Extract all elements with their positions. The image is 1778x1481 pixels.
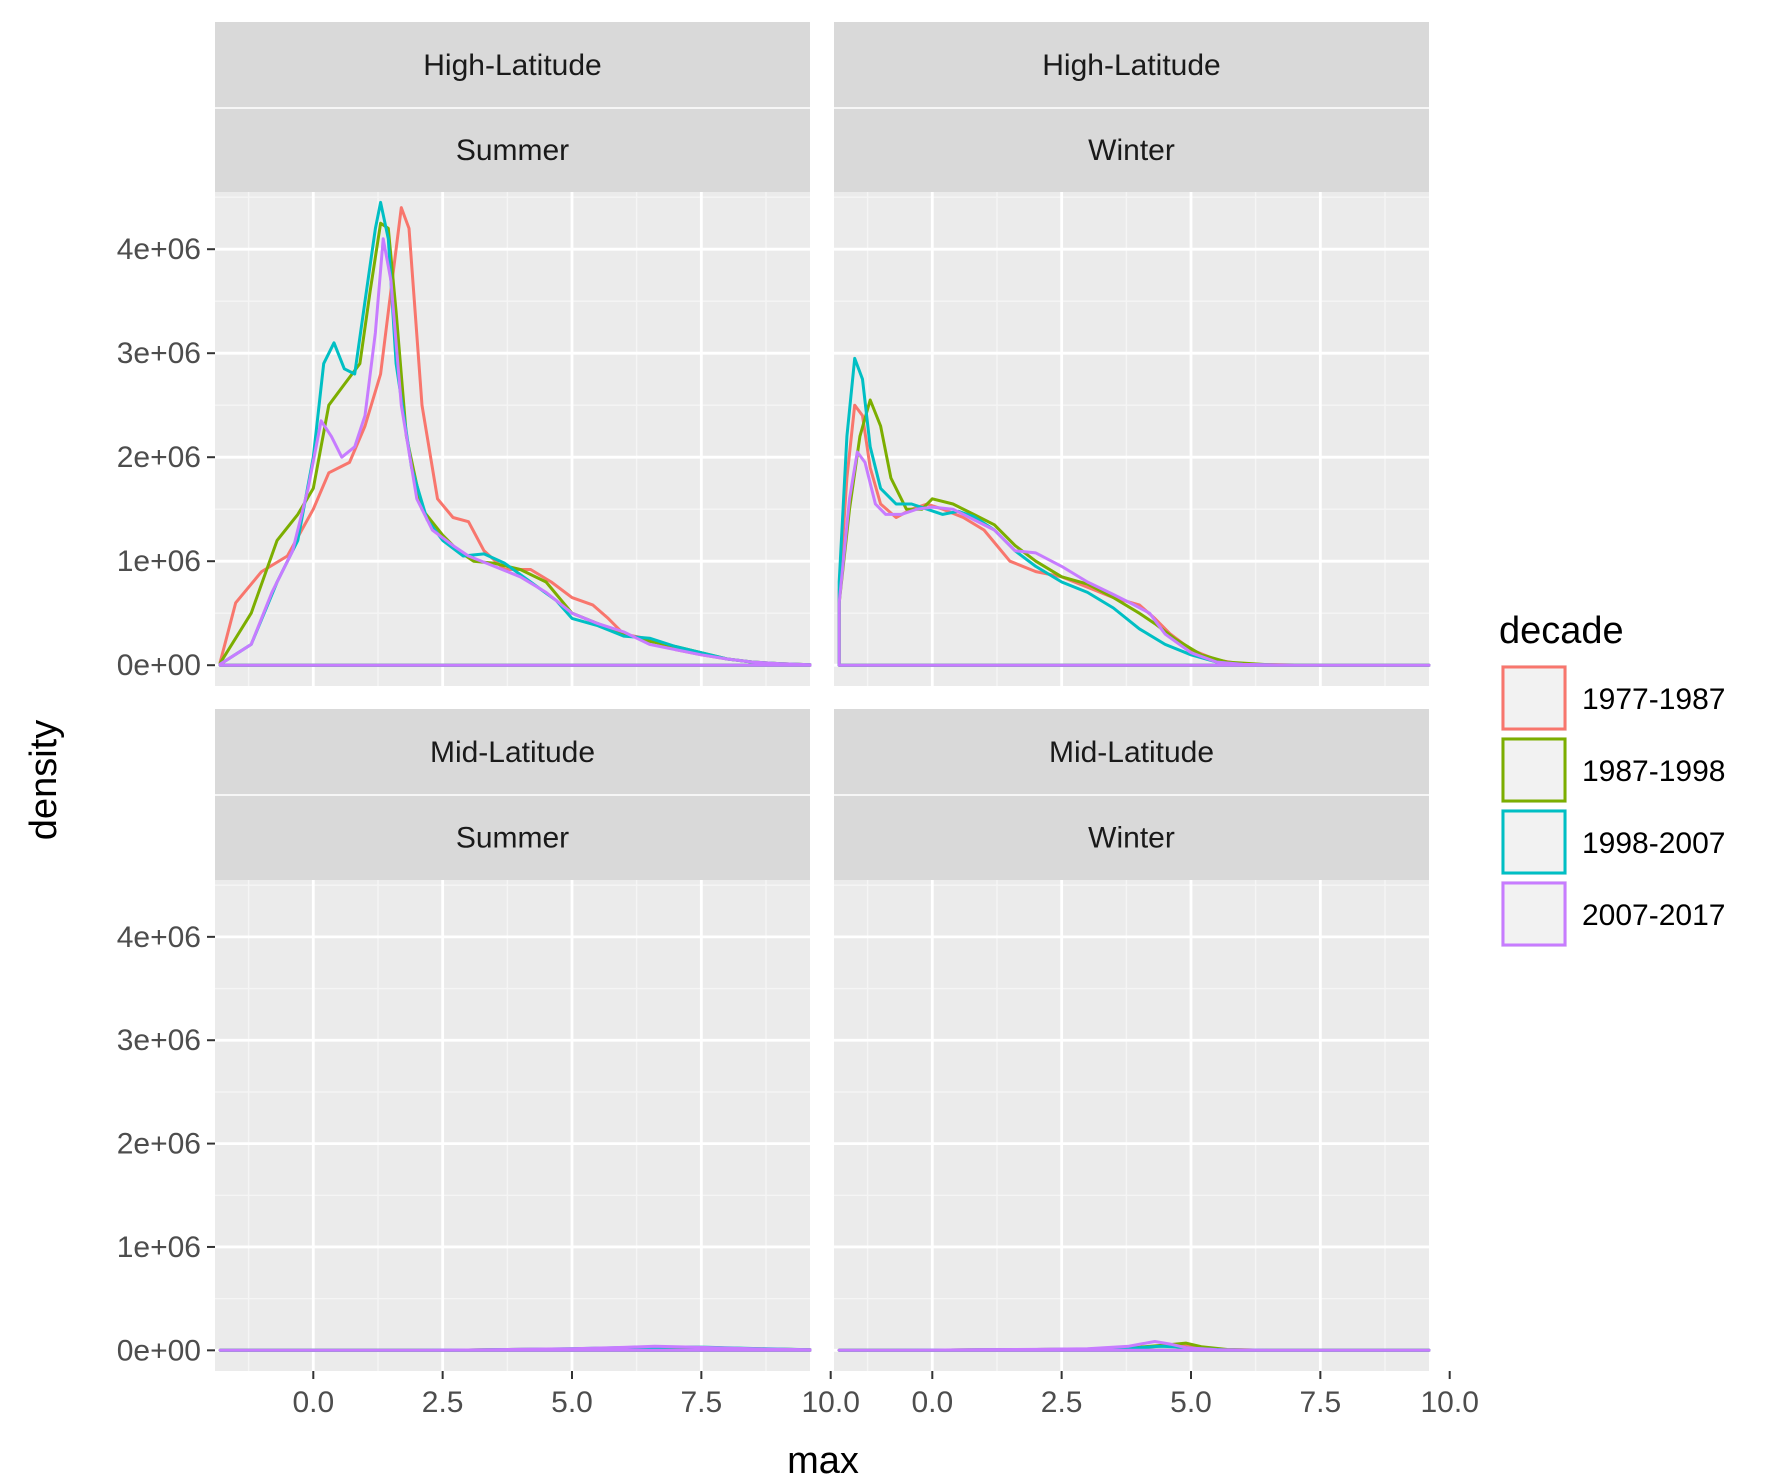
facet-strip-label-region: Mid-Latitude [430, 736, 595, 769]
y-tick-label: 3e+06 [117, 1024, 201, 1057]
facet-strip-label-region: Mid-Latitude [1049, 736, 1214, 769]
panels-layer: High-LatitudeSummerHigh-LatitudeWinterMi… [215, 22, 1452, 1371]
facet-strip-outer [215, 709, 810, 795]
panel-background [834, 192, 1429, 686]
density-line-2007-2017 [218, 1344, 812, 1352]
legend-key-1977-1987 [1501, 665, 1567, 731]
x-tick-label: 0.0 [911, 1386, 953, 1419]
facet-strip-label-season: Winter [1088, 822, 1175, 855]
x-tick-label: 0.0 [292, 1386, 334, 1419]
facet-strip-label-season: Winter [1088, 134, 1175, 167]
facet-panel: Mid-Latitude Winter [834, 709, 1452, 1371]
density-line-2007-2017 [218, 237, 812, 667]
y-tick-label: 1e+06 [117, 545, 201, 578]
y-tick-label: 1e+06 [117, 1231, 201, 1264]
facet-panel: Mid-Latitude Summer [215, 709, 833, 1371]
legend-label: 1998-2007 [1582, 827, 1725, 860]
legend-key-background [1501, 809, 1567, 875]
axes-layer: 0e+00 1e+06 2e+06 3e+06 4e+06 0e+00 1e+06 2e+06… [117, 233, 1479, 1419]
legend-key-2007-2017 [1501, 881, 1567, 947]
x-tick-label: 2.5 [422, 1386, 464, 1419]
legend-label: 2007-2017 [1582, 899, 1725, 932]
legend-key-background [1501, 881, 1567, 947]
y-tick-label: 4e+06 [117, 233, 201, 266]
facet-strip-label-region: High-Latitude [423, 49, 601, 82]
legend-key-1998-2007 [1501, 809, 1567, 875]
y-tick-label: 0e+00 [117, 649, 201, 682]
y-tick-label: 3e+06 [117, 337, 201, 370]
facet-strip-label-region: High-Latitude [1042, 49, 1220, 82]
legend-title: decade [1499, 610, 1624, 652]
x-tick-label: 7.5 [680, 1386, 722, 1419]
facet-strip-label-season: Summer [456, 822, 569, 855]
y-tick-label: 2e+06 [117, 1128, 201, 1161]
legend-key-background [1501, 737, 1567, 803]
y-axis-title: density [23, 720, 65, 840]
x-tick-label: 10.0 [1421, 1386, 1479, 1419]
facet-strip-inner [834, 795, 1429, 880]
legend-label: 1977-1987 [1582, 683, 1725, 716]
facet-strip-label-season: Summer [456, 134, 569, 167]
x-axis-title: max [787, 1440, 859, 1481]
y-tick-label: 0e+00 [117, 1334, 201, 1367]
facet-strip-inner [215, 795, 810, 880]
panel-background [215, 192, 810, 686]
panel-background [834, 880, 1429, 1371]
x-tick-label: 2.5 [1041, 1386, 1083, 1419]
legend-key-1987-1998 [1501, 737, 1567, 803]
facet-strip-outer [834, 22, 1429, 108]
density-line-1987-1998 [837, 398, 1431, 667]
density-line-2007-2017 [837, 450, 1431, 667]
y-tick-label: 4e+06 [117, 921, 201, 954]
facet-panel: High-Latitude Summer [215, 22, 833, 686]
facet-strip-inner [834, 108, 1429, 192]
x-tick-label: 5.0 [1170, 1386, 1212, 1419]
facet-strip-outer [834, 709, 1429, 795]
density-line-2007-2017 [837, 1340, 1431, 1352]
facet-panel: High-Latitude Winter [834, 22, 1452, 686]
legend-key-background [1501, 665, 1567, 731]
legend: decade 1977-1987 1987-1998 1998-2007 2007-2… [1499, 610, 1725, 947]
x-tick-label: 7.5 [1299, 1386, 1341, 1419]
legend-label: 1987-1998 [1582, 755, 1725, 788]
y-tick-label: 2e+06 [117, 441, 201, 474]
panel-background [215, 880, 810, 1371]
x-tick-label: 5.0 [551, 1386, 593, 1419]
facet-strip-outer [215, 22, 810, 108]
facet-strip-inner [215, 108, 810, 192]
x-tick-label: 10.0 [802, 1386, 860, 1419]
